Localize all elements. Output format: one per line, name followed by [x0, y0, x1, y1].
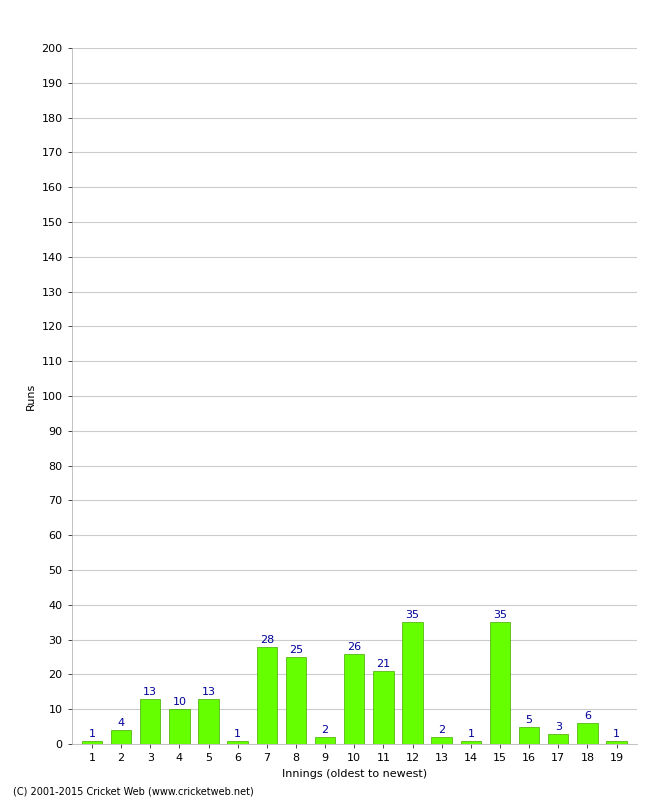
Bar [227, 741, 248, 744]
Bar [519, 726, 540, 744]
Text: 26: 26 [347, 642, 361, 652]
Text: 13: 13 [202, 687, 216, 697]
Text: 35: 35 [493, 610, 507, 621]
Bar [402, 622, 423, 744]
X-axis label: Innings (oldest to newest): Innings (oldest to newest) [281, 769, 427, 778]
Text: 4: 4 [118, 718, 125, 728]
Text: 1: 1 [613, 729, 620, 738]
Bar [315, 737, 335, 744]
Text: 1: 1 [234, 729, 241, 738]
Bar [111, 730, 131, 744]
Bar [344, 654, 365, 744]
Bar [432, 737, 452, 744]
Bar [140, 698, 161, 744]
Text: 5: 5 [526, 715, 532, 725]
Text: 13: 13 [143, 687, 157, 697]
Bar [490, 622, 510, 744]
Text: (C) 2001-2015 Cricket Web (www.cricketweb.net): (C) 2001-2015 Cricket Web (www.cricketwe… [13, 786, 254, 796]
Text: 1: 1 [88, 729, 96, 738]
Text: 25: 25 [289, 646, 303, 655]
Text: 1: 1 [467, 729, 474, 738]
Text: 35: 35 [406, 610, 419, 621]
Bar [257, 646, 277, 744]
Text: 10: 10 [172, 698, 187, 707]
Bar [548, 734, 569, 744]
Text: 3: 3 [555, 722, 562, 732]
Bar [169, 709, 190, 744]
Y-axis label: Runs: Runs [26, 382, 36, 410]
Bar [577, 723, 597, 744]
Text: 6: 6 [584, 711, 591, 722]
Text: 28: 28 [260, 635, 274, 645]
Bar [606, 741, 627, 744]
Bar [286, 657, 306, 744]
Text: 2: 2 [438, 726, 445, 735]
Bar [373, 671, 394, 744]
Bar [198, 698, 218, 744]
Text: 2: 2 [322, 726, 329, 735]
Bar [461, 741, 481, 744]
Bar [82, 741, 102, 744]
Text: 21: 21 [376, 659, 391, 669]
